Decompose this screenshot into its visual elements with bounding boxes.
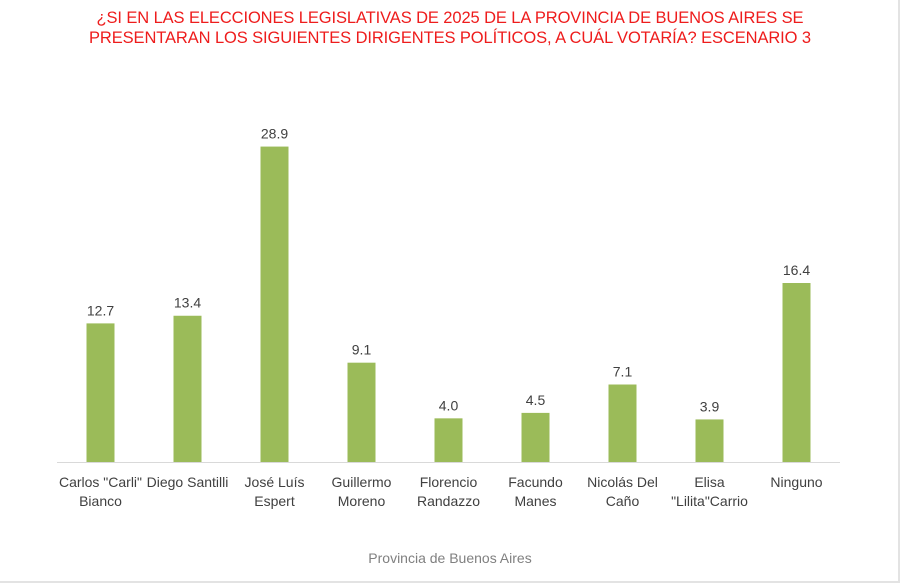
category-label-1: Diego Santilli xyxy=(147,474,229,490)
chart-title: ¿SI EN LAS ELECCIONES LEGISLATIVAS DE 20… xyxy=(89,9,811,47)
bar-2 xyxy=(260,146,289,462)
bar-4 xyxy=(434,418,463,462)
category-label-7-line-0: Elisa xyxy=(694,474,725,490)
data-label-1: 13.4 xyxy=(174,295,201,311)
category-label-0-line-1: Bianco xyxy=(79,493,122,509)
category-label-5-line-1: Manes xyxy=(514,493,556,509)
category-label-2-line-1: Espert xyxy=(254,493,295,509)
bar-6 xyxy=(608,384,637,462)
x-axis-label: Provincia de Buenos Aires xyxy=(368,550,532,566)
category-label-6-line-0: Nicolás Del xyxy=(587,474,658,490)
data-label-5: 4.5 xyxy=(526,392,546,408)
bar-0 xyxy=(86,323,115,462)
category-label-5-line-0: Facundo xyxy=(508,474,563,490)
category-label-7-line-1: "Lilita"Carrio xyxy=(671,493,748,509)
category-label-4-line-0: Florencio xyxy=(420,474,478,490)
data-label-4: 4.0 xyxy=(439,397,459,413)
data-label-8: 16.4 xyxy=(783,262,810,278)
category-label-2-line-0: José Luís xyxy=(245,474,305,490)
category-label-3-line-0: Guillermo xyxy=(332,474,392,490)
bar-7 xyxy=(695,419,724,462)
bar-8 xyxy=(782,283,811,462)
data-label-7: 3.9 xyxy=(700,398,720,414)
data-label-0: 12.7 xyxy=(87,302,114,318)
category-label-3-line-1: Moreno xyxy=(338,493,386,509)
data-label-6: 7.1 xyxy=(613,364,633,380)
data-label-2: 28.9 xyxy=(261,126,288,142)
bar-1 xyxy=(173,315,202,462)
category-label-6-line-1: Caño xyxy=(606,493,640,509)
category-label-4-line-1: Randazzo xyxy=(417,493,480,509)
bar-5 xyxy=(521,412,550,462)
category-label-8: Ninguno xyxy=(770,474,822,490)
bar-3 xyxy=(347,362,376,462)
category-label-0-line-0: Carlos "Carli" xyxy=(59,474,142,490)
data-label-3: 9.1 xyxy=(352,342,372,358)
